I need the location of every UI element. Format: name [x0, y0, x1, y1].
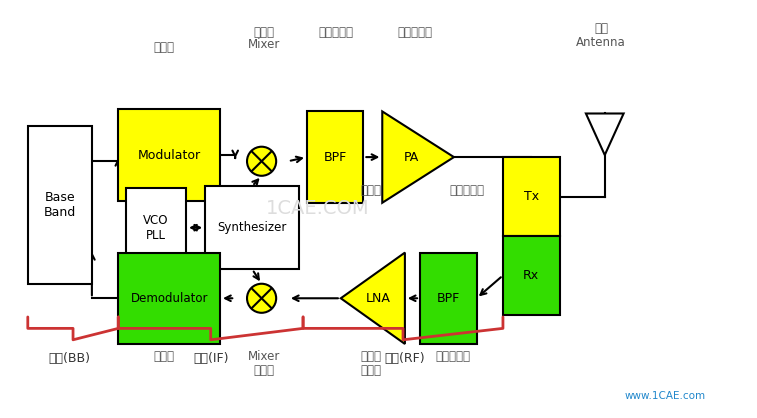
- Text: Synthesizer: Synthesizer: [217, 221, 287, 234]
- Polygon shape: [586, 114, 624, 155]
- Text: Modulator: Modulator: [138, 148, 201, 161]
- Text: Mixer: Mixer: [248, 350, 280, 363]
- Text: LNA: LNA: [366, 292, 391, 305]
- Text: 調變器: 調變器: [153, 41, 174, 54]
- Text: BPF: BPF: [323, 150, 347, 163]
- Text: 放大器: 放大器: [360, 364, 382, 377]
- Text: 合成器: 合成器: [360, 184, 382, 197]
- Text: 混頻器: 混頻器: [254, 26, 274, 39]
- Bar: [420, 252, 477, 344]
- Bar: [118, 252, 220, 344]
- Text: 射頻(RF): 射頻(RF): [385, 352, 425, 365]
- Text: 基頻(BB): 基頻(BB): [48, 352, 90, 365]
- Bar: [503, 157, 559, 236]
- Text: VCO
PLL: VCO PLL: [143, 214, 169, 242]
- Text: BPF: BPF: [437, 292, 460, 305]
- Text: 傳送接收器: 傳送接收器: [449, 184, 484, 197]
- Circle shape: [247, 284, 276, 313]
- Text: 1CAE.COM: 1CAE.COM: [266, 199, 370, 219]
- Bar: [503, 236, 559, 315]
- Text: Rx: Rx: [523, 269, 539, 282]
- Text: 解調器: 解調器: [153, 350, 174, 363]
- Text: Tx: Tx: [524, 190, 539, 203]
- Text: Antenna: Antenna: [576, 36, 626, 49]
- Text: 帶通濾波器: 帶通濾波器: [318, 26, 353, 39]
- Polygon shape: [382, 112, 454, 203]
- Polygon shape: [341, 252, 405, 344]
- Text: 混頻器: 混頻器: [254, 364, 274, 377]
- Bar: [205, 186, 299, 269]
- Text: Base
Band: Base Band: [44, 191, 76, 219]
- Text: PA: PA: [403, 150, 419, 163]
- Text: 中頻(IF): 中頻(IF): [193, 352, 229, 365]
- Text: www.1CAE.com: www.1CAE.com: [625, 391, 706, 401]
- Text: Mixer: Mixer: [248, 38, 280, 51]
- Bar: [28, 126, 92, 284]
- Text: 帶通濾波器: 帶通濾波器: [435, 350, 470, 363]
- Text: 低雜訊: 低雜訊: [360, 350, 382, 363]
- Bar: [126, 188, 186, 267]
- Bar: [118, 110, 220, 201]
- Text: Demodulator: Demodulator: [130, 292, 208, 305]
- Text: 天線: 天線: [594, 22, 608, 35]
- Bar: [307, 112, 363, 203]
- Circle shape: [247, 147, 276, 176]
- Text: 功率放大器: 功率放大器: [397, 26, 432, 39]
